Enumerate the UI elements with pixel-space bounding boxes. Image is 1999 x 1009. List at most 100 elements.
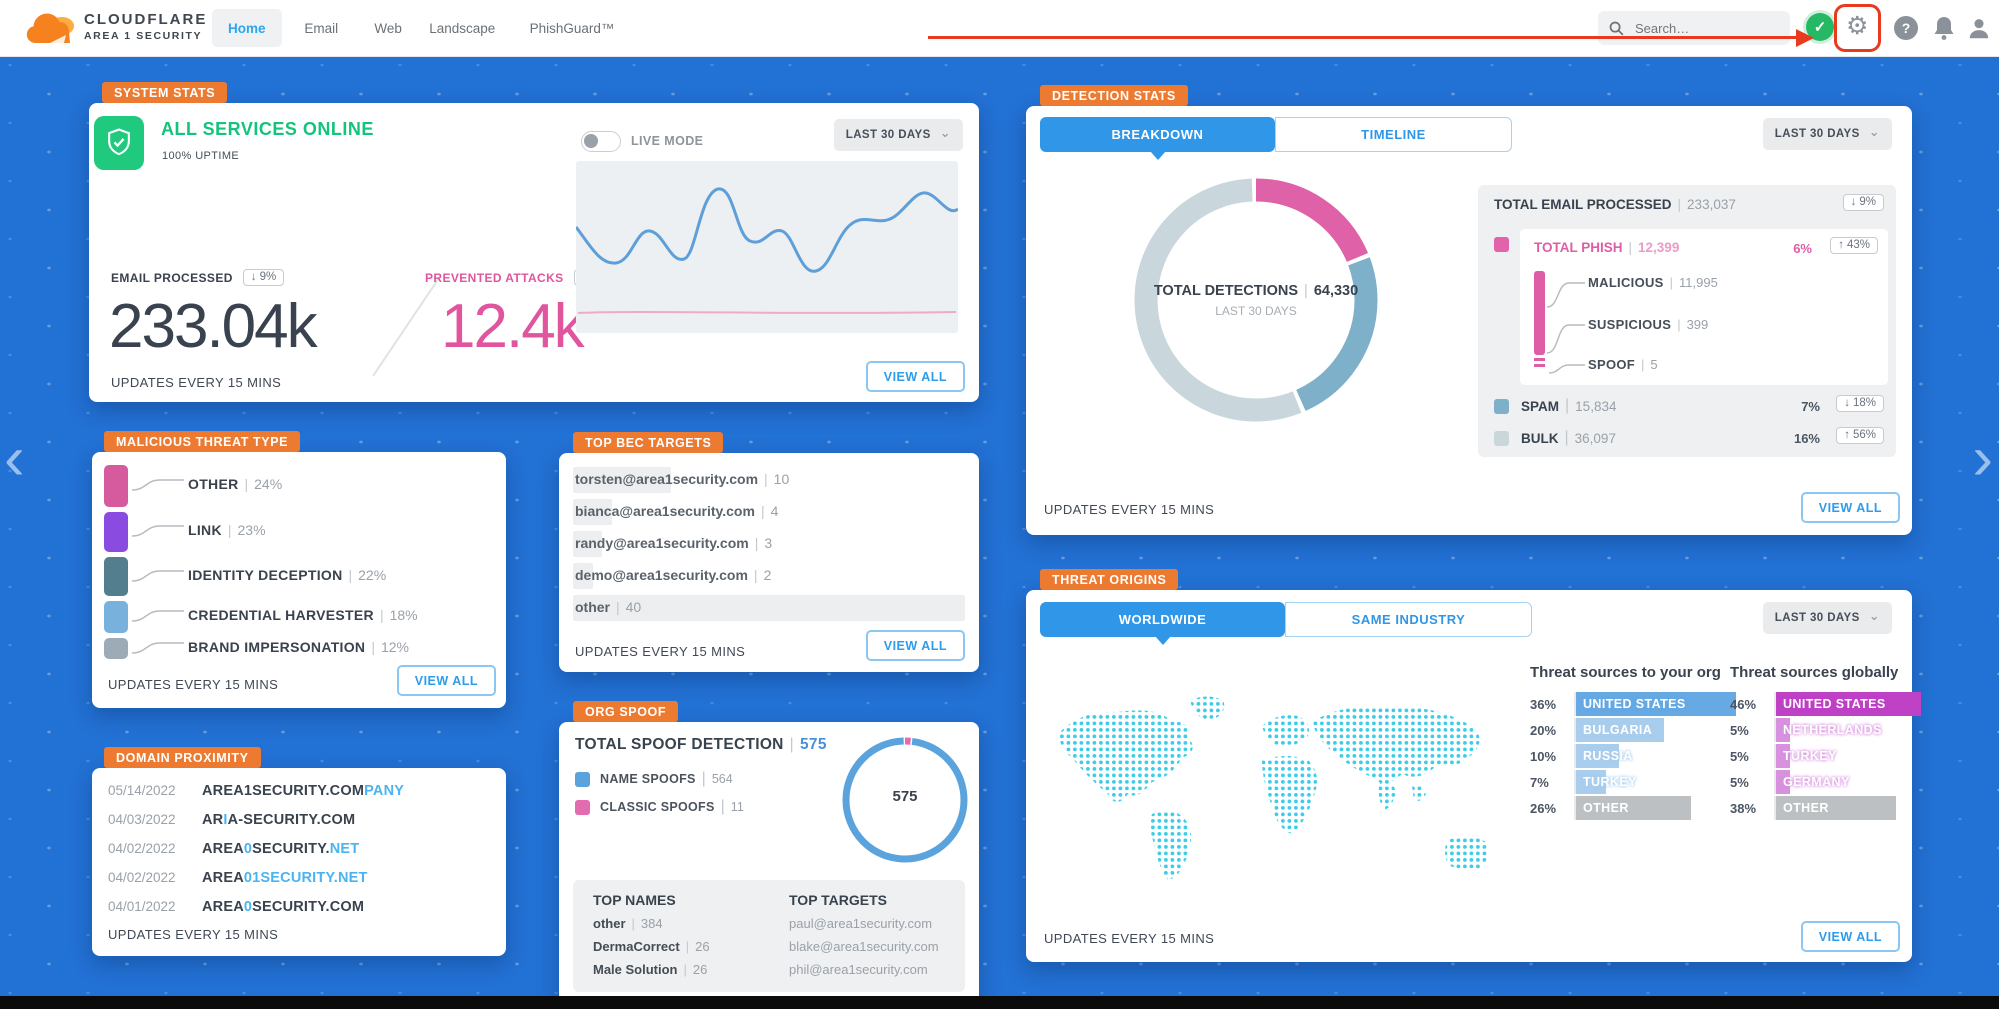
bulk-value: 36,097 <box>1574 430 1616 446</box>
range-dropdown[interactable]: LAST 30 DAYS ⌄ <box>1762 602 1892 634</box>
tab-same-industry[interactable]: SAME INDUSTRY <box>1285 602 1532 637</box>
separator: | <box>753 567 758 583</box>
updates-label: UPDATES EVERY 15 MINS <box>111 375 282 390</box>
search-box[interactable] <box>1598 11 1790 45</box>
bec-target-count: 40 <box>625 599 642 615</box>
separator: | <box>244 476 249 492</box>
updates-label: UPDATES EVERY 15 MINS <box>575 644 746 659</box>
separator: | <box>760 503 765 519</box>
threat-type-label: BRAND IMPERSONATION <box>188 638 366 655</box>
live-mode-toggle[interactable] <box>581 131 621 152</box>
domain-proximity-card: DOMAIN PROXIMITY 05/14/2022 AREA1SECURITY… <box>92 747 506 956</box>
origin-bar-pct: 38% <box>1730 800 1757 816</box>
domain-text: A-SECURITY.COM <box>227 812 356 828</box>
user-icon[interactable] <box>1966 15 1992 41</box>
threat-type-label: CREDENTIAL HARVESTER <box>188 607 374 623</box>
gear-glyph: ⚙ <box>1846 12 1869 40</box>
threat-type-segment <box>104 465 128 507</box>
total-phish-label: TOTAL PHISH <box>1534 240 1623 255</box>
origin-bar-pct: 36% <box>1530 696 1557 712</box>
help-icon[interactable]: ? <box>1894 16 1918 40</box>
legend-value: 11 <box>730 800 744 814</box>
phish-sub-label: MALICIOUS <box>1588 275 1664 290</box>
nav-tab-web[interactable]: Web <box>374 20 402 36</box>
gear-icon[interactable]: ⚙ <box>1846 11 1868 41</box>
origin-bar-row: 36% UNITED STATES <box>1530 692 1736 716</box>
annotation-arrow-line <box>928 36 1800 39</box>
view-all-button[interactable]: VIEW ALL <box>865 630 965 661</box>
separator: | <box>227 522 232 538</box>
top-name-row: other | 384 <box>593 916 663 931</box>
domain-name[interactable]: AREA0SECURITY.COM <box>202 899 364 915</box>
tab-worldwide[interactable]: WORLDWIDE <box>1040 602 1285 637</box>
tab-breakdown[interactable]: BREAKDOWN <box>1040 117 1275 152</box>
origin-bar-row: 38% OTHER <box>1730 796 1896 820</box>
chevron-down-icon: ⌄ <box>1868 608 1880 623</box>
annotation-highlight-box <box>1834 4 1881 52</box>
threat-type-pct: 23% <box>237 522 266 538</box>
spam-label: SPAM <box>1521 398 1560 414</box>
domain-name[interactable]: ARIA-SECURITY.COM <box>202 812 355 828</box>
domain-name[interactable]: AREA1SECURITY.COMPANY <box>202 783 404 799</box>
domain-highlight: NET <box>329 841 360 857</box>
spam-pct: 7% <box>1801 399 1820 414</box>
separator: | <box>789 736 794 753</box>
spoof-detail-panel: TOP NAMES other | 384 DermaCorrect | 26 Male S… <box>573 880 965 992</box>
view-all-button[interactable]: VIEW ALL <box>865 361 965 392</box>
threat-type-pct: 22% <box>358 566 387 583</box>
domain-date: 04/03/2022 <box>108 812 176 827</box>
active-tab-pointer <box>1155 636 1171 645</box>
total-phish-value: 12,399 <box>1638 240 1680 255</box>
phish-sub-row: MALICIOUS | 11,995 <box>1588 275 1718 290</box>
delta-value: 18% <box>1852 397 1876 409</box>
nav-tab-email[interactable]: Email <box>304 20 339 36</box>
system-stats-card: SYSTEM STATS ALL SERVICES ONLINE 100% UP… <box>89 82 979 402</box>
separator: | <box>1628 240 1633 255</box>
view-all-button[interactable]: VIEW ALL <box>1800 921 1900 952</box>
origin-bar-row: 20% BULGARIA <box>1530 718 1664 742</box>
threat-type-label: IDENTITY DECEPTION <box>188 566 343 583</box>
bulk-legend-swatch <box>1494 430 1509 446</box>
threat-type-row: LINK | 23% <box>188 522 266 538</box>
spoof-donut-center: 575 <box>892 788 918 805</box>
search-input[interactable] <box>1633 19 1773 37</box>
nav-tab-landscape[interactable]: Landscape <box>429 20 496 36</box>
search-icon <box>1609 21 1624 35</box>
spoof-title-row: TOTAL SPOOF DETECTION | 575 <box>575 736 827 754</box>
bec-target-row: demo@area1security.com | 2 <box>573 563 965 589</box>
chevron-down-icon: ⌄ <box>939 125 951 140</box>
email-delta-value: 9% <box>259 271 277 283</box>
range-dropdown[interactable]: LAST 30 DAYS ⌄ <box>833 119 963 151</box>
card-badge: DETECTION STATS <box>1040 85 1188 106</box>
bell-icon[interactable] <box>1932 15 1956 41</box>
threat-type-pct: 18% <box>389 607 418 623</box>
legend-swatch <box>575 799 590 815</box>
range-value: LAST 30 DAYS <box>845 129 931 141</box>
connector-line <box>132 610 184 622</box>
phish-legend-swatch <box>1494 237 1509 252</box>
top-targets-title: TOP TARGETS <box>789 892 888 908</box>
center-value: 64,330 <box>1313 283 1359 299</box>
bec-target-count: 3 <box>764 535 773 551</box>
view-all-button[interactable]: VIEW ALL <box>1800 492 1900 523</box>
separator: | <box>1677 317 1681 332</box>
services-status: ALL SERVICES ONLINE <box>161 119 374 139</box>
domain-name[interactable]: AREA01SECURITY.NET <box>202 870 368 886</box>
domain-row: 04/02/2022 AREA01SECURITY.NET <box>108 869 368 887</box>
separator: | <box>1565 397 1570 414</box>
nav-tab-phishguard[interactable]: PhishGuard™ <box>529 20 615 36</box>
separator: | <box>371 638 375 655</box>
domain-name[interactable]: AREA0SECURITY.NET <box>202 841 359 857</box>
nav-tab-home[interactable]: Home <box>212 9 282 47</box>
origin-bar-pct: 20% <box>1530 722 1557 738</box>
origin-bar-label: TURKEY <box>1583 775 1637 789</box>
range-dropdown[interactable]: LAST 30 DAYS ⌄ <box>1762 118 1892 150</box>
tab-timeline[interactable]: TIMELINE <box>1275 117 1512 152</box>
carousel-prev-icon[interactable]: ‹ <box>4 424 25 493</box>
down-arrow-icon: ↓ <box>1850 196 1857 208</box>
carousel-next-icon[interactable]: › <box>1972 424 1993 493</box>
view-all-button[interactable]: VIEW ALL <box>396 665 496 696</box>
bec-target-count: 4 <box>770 503 779 519</box>
legend-swatch <box>575 771 590 787</box>
top-bec-targets-card: TOP BEC TARGETS torsten@area1security.co… <box>559 432 979 672</box>
